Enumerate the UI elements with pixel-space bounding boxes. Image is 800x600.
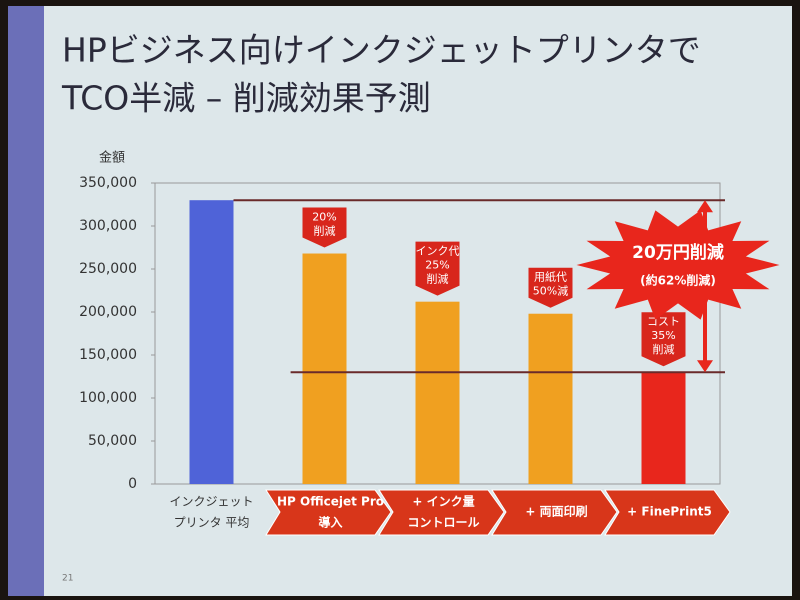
callout-box [528, 267, 573, 308]
x-tick-label: + インク量 [412, 495, 474, 509]
y-tick-label: 50,000 [88, 433, 137, 449]
callout-box [415, 241, 460, 296]
chart-title: TCO半減 – 削減効果予測 [61, 79, 431, 118]
arrow-head [697, 200, 713, 213]
callout-text: 用紙代 [534, 270, 567, 284]
callout-text: 25% [425, 259, 449, 272]
callout-text: 35% [651, 329, 675, 342]
callout-text: インク代 [416, 245, 460, 258]
y-tick-label: 300,000 [79, 218, 137, 234]
callout-text: コスト [647, 315, 680, 328]
x-tick-label: + 両面印刷 [525, 505, 587, 519]
y-tick-label: 200,000 [79, 304, 137, 320]
starburst [576, 210, 780, 320]
page-number: 21 [62, 574, 73, 584]
bar [641, 372, 686, 484]
x-tick-label: インクジェット [169, 495, 253, 509]
highlight-text: (約62%削減) [640, 273, 716, 288]
category-arrow [604, 489, 731, 536]
y-tick-label: 350,000 [79, 175, 137, 191]
y-tick-label: 100,000 [79, 390, 137, 406]
y-tick-label: 0 [128, 476, 137, 492]
callout-box [641, 312, 686, 367]
x-tick-label: コントロール [407, 516, 479, 530]
callout-box [302, 207, 347, 248]
y-axis-label: 金額 [99, 150, 125, 166]
bar [528, 313, 573, 484]
highlight-text: 20万円削減 [632, 242, 724, 263]
category-arrow [491, 489, 618, 536]
callout-text: 50%減 [533, 284, 568, 298]
x-tick-label: 導入 [318, 515, 342, 530]
callout-text: 削減 [653, 342, 675, 356]
chart-title: HPビジネス向けインクジェットプリンタで [62, 31, 701, 70]
bar [189, 200, 234, 484]
category-arrow [378, 489, 505, 536]
category-arrow [265, 489, 392, 536]
y-tick-label: 250,000 [79, 261, 137, 277]
bar [415, 301, 460, 484]
x-tick-label: + FinePrint5 [627, 505, 712, 519]
arrow-head [697, 360, 713, 373]
callout-text: 削減 [427, 272, 449, 286]
callout-text: 20% [312, 211, 336, 224]
bar [302, 253, 347, 484]
y-tick-label: 150,000 [79, 347, 137, 363]
callout-text: 削減 [314, 224, 336, 238]
slide-side-bar [8, 6, 44, 596]
x-tick-label: プリンタ 平均 [174, 516, 250, 530]
x-tick-label: HP Officejet Pro [277, 495, 384, 509]
